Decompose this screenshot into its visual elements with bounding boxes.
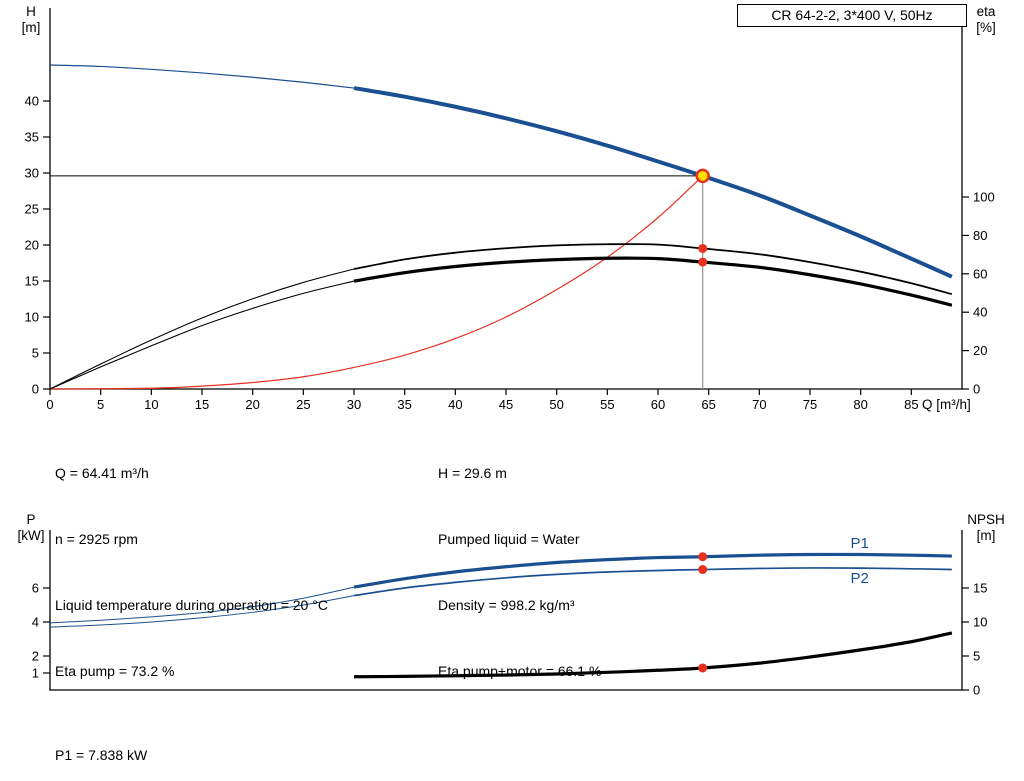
left-axis-tick-label: 35 (25, 130, 39, 145)
curve-label-p2: P2 (851, 570, 869, 587)
right-axis-tick-label: 10 (973, 615, 987, 630)
left-axis-tick-label: 40 (25, 94, 39, 109)
right-axis-title: [m] (977, 528, 996, 543)
p2-duty-dot (698, 565, 708, 575)
left-axis-tick-label: 5 (32, 346, 39, 361)
x-axis-tick-label: 55 (600, 397, 614, 412)
eta-pump-motor-duty-dot (698, 257, 708, 267)
x-axis-tick-label: 40 (448, 397, 462, 412)
left-axis-tick-label: 25 (25, 202, 39, 217)
right-axis-tick-label: 15 (973, 581, 987, 596)
x-axis-tick-label: 80 (853, 397, 867, 412)
right-axis-tick-label: 20 (973, 343, 987, 358)
left-axis-title: [m] (22, 20, 41, 35)
right-axis-tick-label: 40 (973, 305, 987, 320)
power-npsh-data-column: P1 = 7.838 kW P2 = 7.086 kW NPSH = 3.24 … (55, 700, 153, 781)
operating-data-right-column: H = 29.6 m Pumped liquid = Water Density… (438, 418, 601, 726)
system-curve (49, 175, 704, 390)
right-axis-title: eta (977, 4, 996, 19)
x-axis-tick-label: 75 (803, 397, 817, 412)
x-axis-tick-label: 70 (752, 397, 766, 412)
eta-pump-motor-curve (353, 256, 953, 307)
npsh-curve (353, 631, 953, 679)
curve-label-p1: P1 (851, 535, 869, 552)
right-axis-tick-label: 0 (973, 382, 980, 397)
left-axis-tick-label: 20 (25, 238, 39, 253)
x-axis-title: Q [m³/h] (922, 397, 971, 412)
info-line-speed: n = 2925 rpm (55, 531, 138, 547)
p1-curve-lead (49, 586, 355, 624)
x-axis-tick-label: 35 (397, 397, 411, 412)
x-axis-tick-label: 10 (144, 397, 158, 412)
left-axis-tick-label: 2 (32, 649, 39, 664)
info-line-eta-pump-motor: Eta pump+motor = 66.1 % (438, 663, 602, 679)
p2-curve-lead (49, 595, 355, 628)
right-axis-tick-label: 5 (973, 649, 980, 664)
left-axis-title: [kW] (18, 528, 45, 543)
info-line-eta-pump: Eta pump = 73.2 % (55, 663, 175, 679)
pump-model-title-box: CR 64-2-2, 3*400 V, 50Hz (737, 4, 967, 27)
right-axis-tick-label: 60 (973, 266, 987, 281)
info-line-pumped-liquid: Pumped liquid = Water (438, 531, 580, 547)
left-axis-tick-label: 6 (32, 581, 39, 596)
head-curve-lead (49, 64, 355, 89)
x-axis-tick-label: 65 (701, 397, 715, 412)
info-line-p1: P1 = 7.838 kW (55, 747, 148, 763)
right-axis-title: [%] (976, 20, 996, 35)
x-axis-tick-label: 25 (296, 397, 310, 412)
right-axis-tick-label: 0 (973, 683, 980, 698)
right-axis-tick-label: 80 (973, 228, 987, 243)
left-axis-tick-label: 0 (32, 382, 39, 397)
info-line-q: Q = 64.41 m³/h (55, 465, 149, 481)
head-curve (353, 86, 953, 279)
x-axis-tick-label: 60 (651, 397, 665, 412)
x-axis-tick-label: 30 (347, 397, 361, 412)
info-line-liquid-temperature: Liquid temperature during operation = 20… (55, 597, 328, 613)
eta-pump-curve (353, 243, 953, 296)
x-axis-tick-label: 85 (904, 397, 918, 412)
left-axis-tick-label: 1 (32, 666, 39, 681)
left-axis-title: H (26, 4, 36, 19)
x-axis-tick-label: 20 (245, 397, 259, 412)
left-axis-tick-label: 15 (25, 274, 39, 289)
npsh-duty-dot (698, 663, 708, 673)
x-axis-tick-label: 5 (97, 397, 104, 412)
p1-duty-dot (698, 552, 708, 562)
left-axis-tick-label: 30 (25, 166, 39, 181)
eta-pump-curve-lead (49, 268, 355, 390)
operating-data-left-column: Q = 64.41 m³/h n = 2925 rpm Liquid tempe… (55, 418, 328, 726)
left-axis-title: P (26, 512, 35, 527)
info-line-density: Density = 998.2 kg/m³ (438, 597, 575, 613)
left-axis-tick-label: 10 (25, 310, 39, 325)
x-axis-tick-label: 15 (195, 397, 209, 412)
x-axis-tick-label: 45 (499, 397, 513, 412)
duty-point-marker (695, 168, 710, 184)
x-axis-tick-label: 0 (46, 397, 53, 412)
p1-curve (353, 552, 952, 589)
left-axis-tick-label: 4 (32, 615, 39, 630)
info-line-head: H = 29.6 m (438, 465, 507, 481)
eta-pump-motor-curve-lead (49, 280, 355, 390)
p2-curve (353, 567, 952, 597)
right-axis-title: NPSH (967, 512, 1005, 527)
right-axis-tick-label: 100 (973, 190, 995, 205)
eta-pump-duty-dot (698, 243, 708, 253)
x-axis-tick-label: 50 (549, 397, 563, 412)
